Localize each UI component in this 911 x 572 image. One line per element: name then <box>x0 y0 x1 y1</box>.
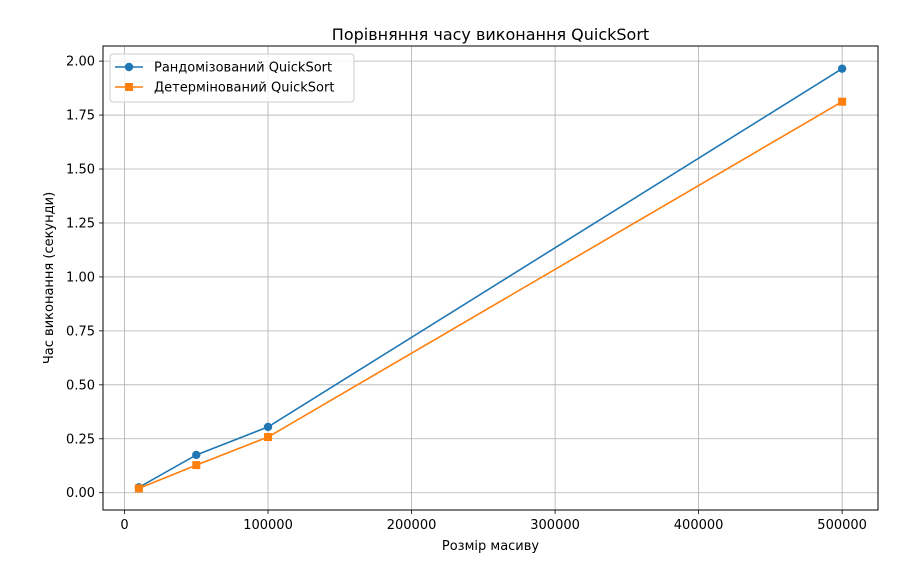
y-tick-label: 1.50 <box>66 163 95 178</box>
x-tick-label: 500000 <box>817 518 867 533</box>
data-point <box>838 97 847 106</box>
y-tick-label: 0.50 <box>66 378 95 393</box>
legend: Рандомізований QuickSort Детермінований Q… <box>109 53 355 103</box>
y-axis-title: Час виконання (секунди) <box>42 192 57 364</box>
x-tick-label: 200000 <box>387 518 437 533</box>
chart-title: Порівняння часу виконання QuickSort <box>332 25 649 44</box>
data-point <box>263 422 273 432</box>
legend-marker <box>125 83 133 91</box>
y-tick-label: 1.25 <box>66 216 95 231</box>
x-axis-title: Розмір масиву <box>442 539 540 554</box>
x-tick-label: 0 <box>120 518 128 533</box>
plot-frame <box>102 45 879 511</box>
data-point <box>134 484 143 493</box>
y-tick-label: 2.00 <box>66 55 95 70</box>
data-point <box>192 461 201 470</box>
y-tick-label: 1.75 <box>66 109 95 124</box>
y-tick-label: 0.00 <box>66 486 95 501</box>
data-point <box>264 433 273 442</box>
series-line-1 <box>138 67 843 489</box>
x-tick-label: 300000 <box>530 518 580 533</box>
y-tick-label: 0.25 <box>66 432 95 447</box>
legend-label: Рандомізований QuickSort <box>154 61 332 76</box>
series-line-2 <box>138 100 843 490</box>
legend-label: Детермінований QuickSort <box>154 81 334 96</box>
x-tick-label: 100000 <box>243 518 293 533</box>
grid <box>103 46 878 510</box>
y-tick-label: 0.75 <box>66 324 95 339</box>
y-tick-label: 1.00 <box>66 270 95 285</box>
legend-marker <box>124 62 134 72</box>
legend-box <box>109 53 355 103</box>
data-point <box>192 450 201 460</box>
data-point <box>837 64 847 73</box>
y-axis-ticks: 0.00 0.25 0.50 0.75 1.00 1.25 1.50 1.75 2.00 <box>66 55 103 501</box>
x-axis-ticks: 0 100000 200000 300000 400000 500000 <box>120 510 867 533</box>
x-tick-label: 400000 <box>674 518 724 533</box>
series-layer <box>134 64 847 493</box>
